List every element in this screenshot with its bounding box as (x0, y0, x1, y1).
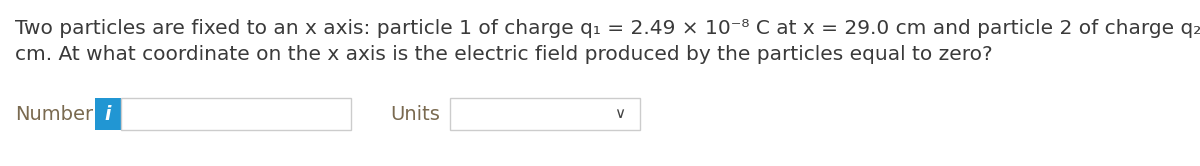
Text: i: i (104, 105, 112, 124)
Text: Number: Number (14, 105, 94, 124)
Text: cm. At what coordinate on the x axis is the electric field produced by the parti: cm. At what coordinate on the x axis is … (14, 44, 992, 64)
Text: Units: Units (390, 105, 440, 124)
Text: ∨: ∨ (614, 107, 625, 122)
FancyBboxPatch shape (95, 98, 121, 130)
FancyBboxPatch shape (450, 98, 640, 130)
Text: Two particles are fixed to an x axis: particle 1 of charge q₁ = 2.49 × 10⁻⁸ C at: Two particles are fixed to an x axis: pa… (14, 18, 1200, 38)
FancyBboxPatch shape (121, 98, 352, 130)
